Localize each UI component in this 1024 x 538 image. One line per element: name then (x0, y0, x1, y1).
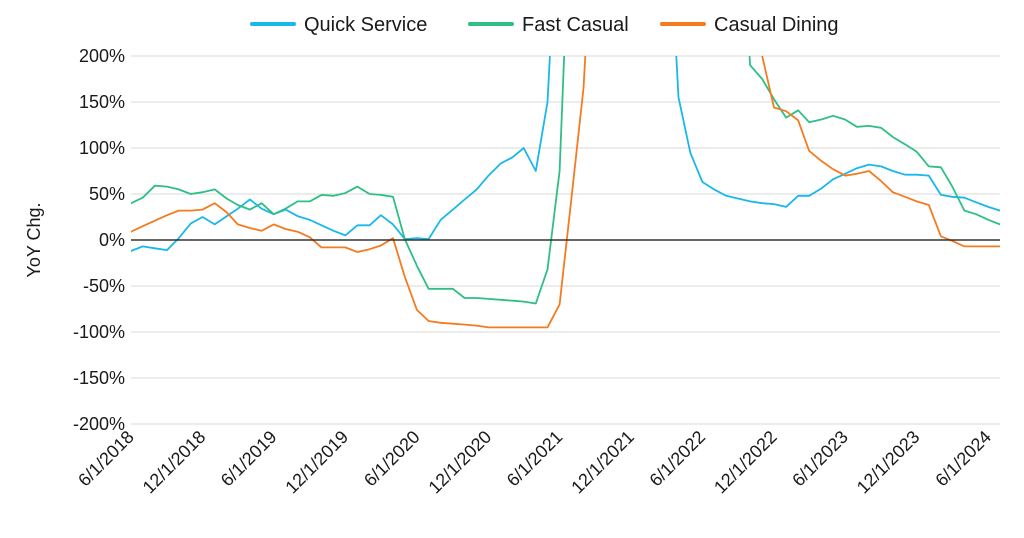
gridlines (131, 55, 1000, 425)
y-tick-label: 0% (99, 230, 125, 250)
legend-item: Quick Service (250, 14, 427, 36)
y-tick-label: 200% (79, 46, 125, 66)
x-tick-label: 12/1/2023 (853, 427, 924, 498)
series-line-quick-service (131, 56, 1000, 252)
y-axis-title-group: YoY Chg. (24, 202, 44, 277)
y-tick-label: -50% (83, 276, 125, 296)
x-tick-labels: 6/1/2018 12/1/2018 6/1/2019 12/1/2019 6/1/20… (74, 427, 995, 498)
x-tick-label: 12/1/2019 (281, 427, 352, 498)
y-axis-title: YoY Chg. (24, 202, 44, 277)
x-tick-label: 6/1/2022 (646, 427, 710, 491)
chart-legend: Quick Service Fast Casual Casual Dining (250, 14, 839, 36)
series-line-fast-casual (131, 56, 1000, 305)
x-tick-label: 12/1/2022 (710, 427, 781, 498)
series-line-casual-dining (131, 56, 1000, 329)
x-tick-label: 6/1/2023 (788, 427, 852, 491)
y-tick-label: -150% (73, 368, 125, 388)
x-tick-label: 12/1/2020 (425, 427, 496, 498)
y-tick-labels: 200% 150% 100% 50% 0% -50% -100% -150% -200% (73, 46, 125, 434)
y-tick-label: 100% (79, 138, 125, 158)
legend-label: Casual Dining (714, 14, 839, 36)
y-tick-label: 50% (89, 184, 125, 204)
y-tick-label: -200% (73, 414, 125, 434)
y-tick-label: 150% (79, 92, 125, 112)
x-tick-label: 6/1/2020 (360, 427, 424, 491)
legend-label: Quick Service (304, 14, 427, 36)
legend-label: Fast Casual (522, 14, 629, 36)
x-tick-label: 6/1/2021 (503, 427, 567, 491)
legend-item: Fast Casual (468, 14, 629, 36)
legend-item: Casual Dining (660, 14, 839, 36)
x-tick-label: 6/1/2024 (931, 427, 995, 491)
x-tick-label: 6/1/2018 (74, 427, 138, 491)
x-tick-label: 6/1/2019 (217, 427, 281, 491)
x-tick-label: 12/1/2018 (139, 427, 210, 498)
series-lines (131, 56, 1000, 329)
x-tick-label: 12/1/2021 (567, 427, 638, 498)
y-tick-label: -100% (73, 322, 125, 342)
